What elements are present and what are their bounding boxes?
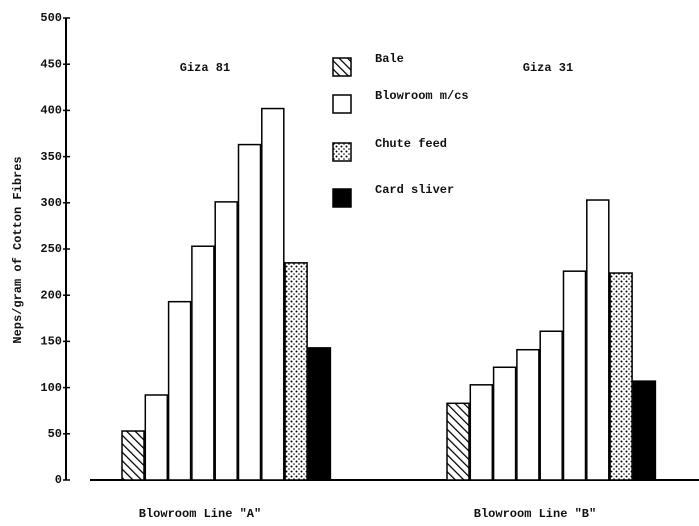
bar (121, 430, 145, 481)
y-tick-label: 150 (40, 335, 62, 349)
legend-swatch (332, 57, 352, 77)
y-tick-label: 200 (40, 288, 62, 302)
bar (446, 402, 470, 481)
bar (261, 107, 285, 481)
y-tick-label: 50 (48, 427, 62, 441)
bar (492, 366, 517, 481)
bar (469, 384, 494, 481)
legend-label: Blowroom m/cs (375, 89, 469, 103)
bar (632, 380, 657, 481)
x-category-label: Blowroom Line "A" (139, 507, 261, 521)
bar (214, 201, 238, 481)
bar (516, 348, 540, 481)
bar (609, 272, 633, 481)
group-label: Giza 81 (180, 61, 230, 75)
bar (167, 300, 192, 481)
y-tick-label: 450 (40, 57, 62, 71)
bar (284, 262, 308, 481)
bar (539, 330, 563, 481)
y-tick-label: 0 (55, 473, 62, 487)
bar (144, 394, 169, 481)
bar (237, 143, 262, 481)
legend-swatch (332, 94, 352, 114)
legend-label: Chute feed (375, 137, 447, 151)
legend-swatch (332, 142, 352, 162)
legend-label: Bale (375, 52, 404, 66)
legend-label: Card sliver (375, 183, 454, 197)
y-tick-label: 250 (40, 242, 62, 256)
bar (562, 270, 587, 481)
y-tick-label: 500 (40, 11, 62, 25)
legend-swatch (332, 188, 352, 208)
y-tick-label: 100 (40, 381, 62, 395)
bar (307, 347, 332, 481)
y-tick-label: 350 (40, 150, 62, 164)
group-label: Giza 31 (523, 61, 573, 75)
y-tick-label: 400 (40, 104, 62, 118)
y-axis-label: Neps/gram of Cotton Fibres (11, 156, 25, 343)
bar (586, 199, 610, 481)
x-category-label: Blowroom Line "B" (474, 507, 596, 521)
y-tick-label: 300 (40, 196, 62, 210)
bar (191, 245, 215, 481)
